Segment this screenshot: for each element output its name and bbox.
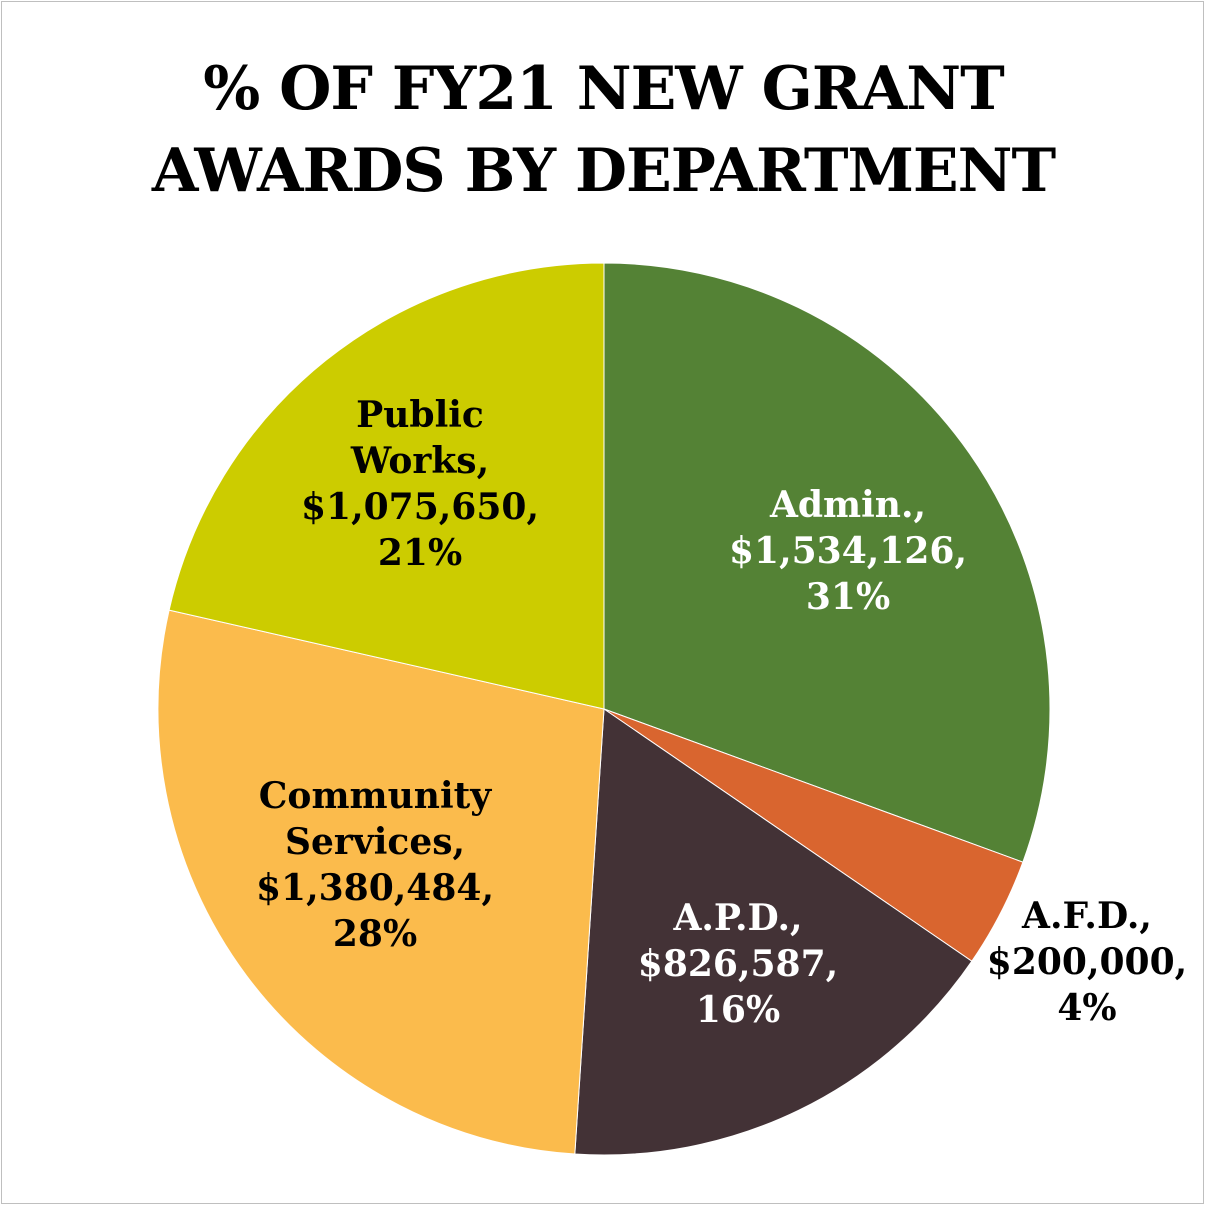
data-label-line: A.F.D., [1021, 895, 1152, 937]
pie-slice-public-works [168, 262, 605, 710]
data-label-line: 21% [378, 532, 462, 574]
chart-title-line-2: AWARDS BY DEPARTMENT [151, 136, 1056, 206]
data-label-line: 31% [806, 576, 890, 618]
data-label-admin: Admin., $1,534,126, 31% [729, 484, 967, 618]
chart-title-line-1: % OF FY21 NEW GRANT [203, 54, 1004, 124]
data-label-community-services: Community Services, $1,380,484, 28% [256, 775, 494, 955]
data-label-public-works: Public Works, $1,075,650, 21% [301, 394, 539, 574]
data-label-line: 16% [696, 989, 780, 1031]
data-label-line: Public [356, 394, 484, 436]
data-label-line: $826,587, [638, 943, 838, 985]
data-label-line: $1,075,650, [301, 486, 539, 528]
pie-slice-admin [603, 262, 1051, 863]
data-label-line: $1,380,484, [256, 867, 494, 909]
data-label-line: 28% [333, 913, 417, 955]
data-label-a-p-d: A.P.D., $826,587, 16% [638, 897, 838, 1031]
data-label-line: $1,534,126, [729, 530, 967, 572]
pie-slice-community-services [157, 609, 605, 1155]
data-label-line: $200,000, [987, 941, 1187, 983]
data-label-line: 4% [1057, 987, 1116, 1029]
pie-slice-a-p-d [574, 708, 973, 1156]
data-label-line: A.P.D., [672, 897, 802, 939]
data-label-a-f-d: A.F.D., $200,000, 4% [987, 895, 1187, 1029]
data-label-line: Works, [350, 440, 489, 482]
data-label-line: Services, [285, 821, 465, 863]
chart-title: % OF FY21 NEW GRANT AWARDS BY DEPARTMENT [0, 48, 1207, 212]
data-label-line: Admin., [769, 484, 926, 526]
data-label-line: Community [259, 775, 493, 817]
